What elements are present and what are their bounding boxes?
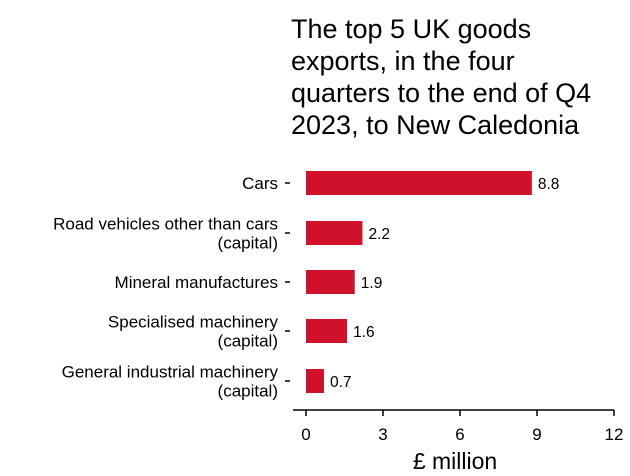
x-axis-title: £ million: [413, 448, 497, 474]
category-label: Road vehicles other than cars: [53, 215, 278, 234]
chart-title-line: 2023, to New Caledonia: [291, 110, 580, 140]
category-label: (capital): [218, 234, 278, 253]
bars: [306, 171, 532, 393]
category-label: Specialised machinery: [108, 313, 279, 332]
category-label: (capital): [218, 382, 278, 401]
bar-value-label: 8.8: [538, 176, 560, 193]
category-label: Cars: [242, 174, 278, 193]
bar: [306, 270, 355, 294]
x-tick-label: 12: [605, 425, 624, 444]
x-tick-label: 0: [301, 425, 310, 444]
x-tick-label: 6: [455, 425, 464, 444]
x-tick-label: 3: [378, 425, 387, 444]
bar-value-label: 0.7: [330, 374, 352, 391]
category-label: Mineral manufactures: [115, 273, 278, 292]
bar-value-label: 2.2: [368, 226, 390, 243]
bar: [306, 171, 532, 195]
category-label: General industrial machinery: [62, 363, 279, 382]
category-label: (capital): [218, 332, 278, 351]
bar-value-label: 1.6: [353, 324, 375, 341]
x-tick-label: 9: [532, 425, 541, 444]
chart-title-line: The top 5 UK goods: [291, 14, 531, 44]
bar: [306, 369, 324, 393]
x-axis: 0 3 6 9 12 £ million: [293, 409, 624, 474]
chart-title-line: exports, in the four: [291, 46, 515, 76]
chart-title-line: quarters to the end of Q4: [291, 78, 591, 108]
bar: [306, 319, 348, 343]
value-labels: 8.8 2.2 1.9 1.6 0.7: [330, 176, 559, 391]
bar: [306, 221, 363, 245]
bar-value-label: 1.9: [361, 275, 383, 292]
